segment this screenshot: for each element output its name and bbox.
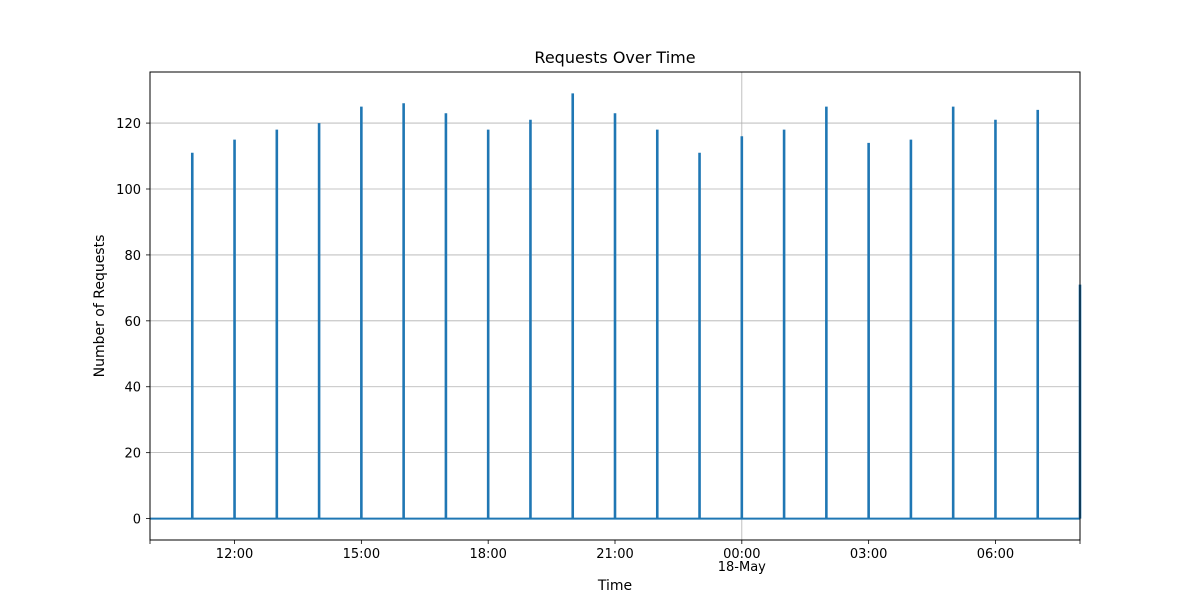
y-tick-label: 100 [116,183,141,198]
y-tick-label: 40 [124,381,141,396]
x-tick-label: 03:00 [850,547,887,562]
y-tick-label: 60 [124,315,141,330]
y-tick-label: 120 [116,117,141,132]
x-tick-label: 00:00 [723,547,760,562]
y-axis: 0 20 40 60 80 100 120 [116,117,150,528]
x-axis-label: Time [597,578,632,594]
x-tick-label: 06:00 [977,547,1014,562]
y-axis-label: Number of Requests [92,235,108,378]
chart-title: Requests Over Time [534,48,695,67]
x-tick-label: 12:00 [216,547,253,562]
x-tick-label: 18:00 [469,547,506,562]
y-tick-label: 20 [124,447,141,462]
y-tick-label: 80 [124,249,141,264]
x-tick-sublabel: 18-May [718,560,766,575]
y-tick-label: 0 [133,513,141,528]
x-tick-label: 15:00 [343,547,380,562]
x-tick-label: 21:00 [596,547,633,562]
series-layer [150,93,1082,520]
